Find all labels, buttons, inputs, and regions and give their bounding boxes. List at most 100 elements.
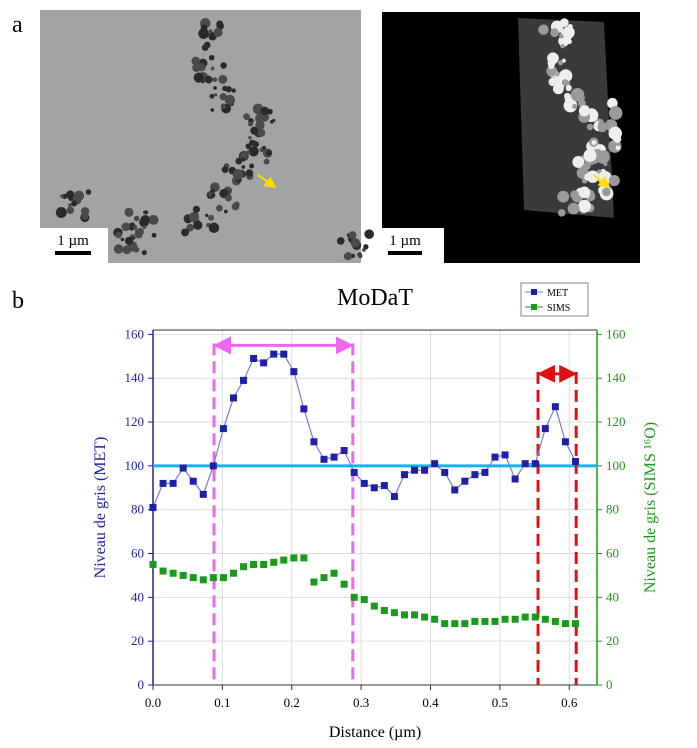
particle (348, 231, 357, 239)
particle (130, 222, 135, 227)
particle (559, 18, 569, 27)
particle (241, 157, 246, 162)
marker (240, 376, 248, 384)
x-tick-label: 0.3 (353, 695, 369, 710)
particle (550, 28, 559, 38)
marker (491, 617, 499, 625)
marker (541, 425, 549, 433)
marker (390, 493, 398, 501)
marker (280, 556, 288, 564)
particle (566, 39, 572, 45)
particle (208, 54, 215, 61)
particle (224, 94, 235, 106)
particle (546, 65, 558, 77)
particle (579, 95, 585, 101)
particle (213, 93, 218, 97)
particle (558, 60, 564, 66)
marker (250, 560, 258, 568)
marker (551, 403, 559, 411)
particle (557, 190, 570, 203)
particle (557, 209, 566, 217)
marker (380, 482, 388, 490)
marker (280, 350, 288, 358)
particle (241, 165, 246, 169)
particle (200, 24, 208, 32)
particle (336, 237, 345, 245)
particle (350, 238, 361, 248)
particle (240, 151, 248, 160)
particle (186, 223, 194, 232)
particle (134, 229, 140, 234)
y2-tick-label: 140 (606, 370, 626, 385)
marker (300, 554, 308, 562)
particle (248, 135, 252, 140)
particle (193, 72, 204, 83)
marker (561, 620, 569, 628)
marker (421, 466, 429, 474)
particle (203, 41, 211, 49)
marker (159, 479, 167, 487)
marker (481, 468, 489, 476)
y-axis-title: Niveau de gris (MET) (92, 437, 109, 579)
arrow (593, 174, 611, 189)
particle (255, 113, 266, 124)
marker (451, 486, 459, 494)
particle (245, 143, 252, 149)
marker (521, 460, 529, 468)
scale-bar (388, 251, 422, 255)
particle (151, 232, 157, 238)
particle (266, 150, 272, 156)
marker (240, 563, 248, 571)
panel-label: b (12, 288, 24, 314)
particle (198, 28, 209, 39)
particle (572, 103, 578, 109)
particle (232, 169, 244, 180)
y2-tick-label: 60 (606, 546, 619, 561)
particle (572, 155, 585, 168)
marker (390, 609, 398, 617)
marker (340, 447, 348, 455)
particle (570, 190, 579, 200)
particle (55, 207, 67, 218)
particle (133, 215, 140, 222)
chart: 0.0 0.1 0.2 0.3 0.4 0.5 0.6 0 20 40 60 80 100 120 140 1… (92, 282, 659, 741)
x-tick-label: 0.2 (284, 695, 300, 710)
particle (263, 158, 270, 165)
marker (471, 471, 479, 479)
x-tick-label: 0.6 (561, 695, 578, 710)
marker (521, 613, 529, 621)
marker (330, 569, 338, 577)
particle (250, 126, 259, 135)
particle (193, 221, 198, 226)
marker (149, 504, 157, 511)
marker (511, 475, 519, 483)
marker (541, 615, 549, 623)
particle (552, 83, 564, 95)
marker (300, 405, 308, 413)
legend-marker (531, 304, 537, 310)
particle (257, 128, 266, 137)
marker (411, 611, 419, 619)
particle (124, 207, 134, 217)
particle (538, 24, 549, 35)
legend-box (520, 282, 589, 317)
particle (210, 108, 215, 112)
marker (330, 453, 338, 461)
particle (204, 75, 213, 84)
marker (229, 394, 237, 402)
particle (218, 74, 228, 84)
particle (608, 126, 622, 141)
marker (431, 460, 439, 468)
marker (260, 560, 268, 568)
marker (169, 569, 177, 577)
particle (235, 157, 243, 165)
particle (267, 108, 273, 115)
particle (262, 145, 266, 150)
particle (205, 213, 209, 217)
particle (245, 169, 254, 177)
particle (602, 187, 611, 197)
x-tick-label: 0.5 (492, 695, 508, 710)
y-tick-label: 160 (125, 326, 145, 341)
particle (212, 77, 218, 83)
marker (370, 602, 378, 610)
